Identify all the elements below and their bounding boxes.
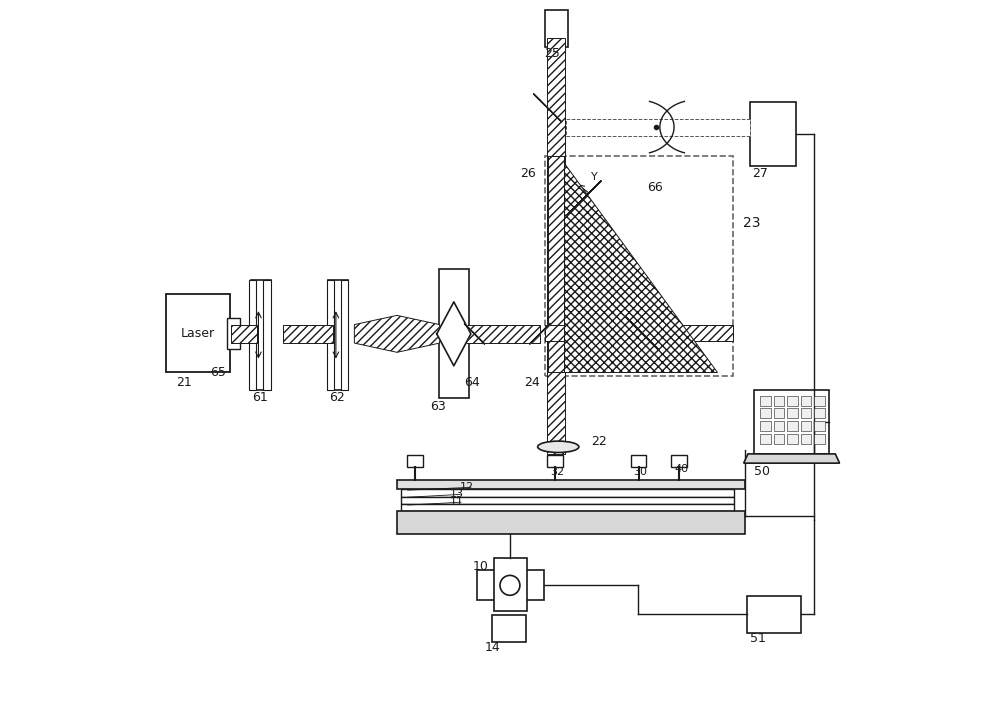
Bar [547,38,565,155]
Text: 21: 21 [176,377,192,390]
Ellipse shape [538,441,579,453]
Bar [760,408,771,418]
Text: 12: 12 [460,483,474,493]
Bar [397,511,745,534]
Bar [547,372,565,454]
Polygon shape [354,315,440,352]
Text: 27: 27 [752,167,768,180]
Bar [439,269,469,399]
Polygon shape [530,324,550,344]
Text: 14: 14 [485,641,501,654]
Bar [787,421,798,431]
Bar [760,434,771,444]
Text: 25: 25 [544,47,560,60]
Bar [231,324,257,343]
Polygon shape [567,181,601,216]
Bar [814,396,825,405]
Bar [774,408,784,418]
Text: 22: 22 [591,435,607,448]
Bar [774,396,784,405]
Text: 61: 61 [252,390,268,404]
Bar [760,396,771,405]
Bar [492,615,526,642]
Polygon shape [534,94,562,122]
Bar [774,421,784,431]
Text: 65: 65 [210,366,226,379]
Bar [251,280,271,390]
Text: 50: 50 [754,465,770,478]
Polygon shape [464,324,484,344]
Text: X: X [658,348,666,358]
Bar [750,102,796,166]
Bar [545,325,733,341]
Bar [754,390,829,454]
Bar [747,596,801,633]
Text: 26: 26 [521,167,536,180]
Bar [166,294,230,372]
Text: 51: 51 [750,632,766,645]
Text: 62: 62 [329,390,344,404]
Text: 10: 10 [472,560,488,573]
Bar [545,10,568,47]
Bar [814,408,825,418]
Bar [401,496,734,504]
Text: 40: 40 [675,464,689,474]
Bar [787,408,798,418]
Bar [397,480,745,489]
Bar [774,434,784,444]
Bar [631,455,646,468]
Text: 13: 13 [450,490,464,499]
Bar [401,503,734,511]
Bar [801,434,811,444]
Bar [407,455,423,468]
Bar [801,408,811,418]
Bar [566,119,750,135]
Bar [341,280,348,390]
Polygon shape [625,316,659,350]
Bar [787,396,798,405]
Bar [263,280,271,390]
Bar [814,421,825,431]
Bar [328,280,348,390]
Bar [227,318,240,349]
Bar [545,155,733,376]
Text: Laser: Laser [181,326,215,339]
Text: 11: 11 [450,497,464,507]
Bar [547,155,565,372]
Bar [801,396,811,405]
Bar [454,324,540,343]
Bar [283,324,333,343]
Bar [494,558,527,611]
Text: 30: 30 [633,467,647,477]
Bar [801,421,811,431]
Text: 64: 64 [464,377,479,390]
Text: Y: Y [591,172,598,182]
Polygon shape [744,454,840,463]
Bar [401,490,734,497]
Bar [547,455,563,468]
Bar [327,280,334,390]
Bar [671,455,687,468]
Text: 66: 66 [647,181,663,194]
Bar [548,155,564,372]
Bar [477,570,544,599]
Text: 23: 23 [743,216,761,230]
Bar [760,421,771,431]
Bar [787,434,798,444]
Text: 24: 24 [524,377,540,390]
Bar [249,280,256,390]
Bar [814,434,825,444]
Polygon shape [564,163,717,372]
Text: 32: 32 [550,467,564,477]
Circle shape [500,576,520,595]
Polygon shape [437,302,471,366]
Text: 63: 63 [430,400,446,413]
